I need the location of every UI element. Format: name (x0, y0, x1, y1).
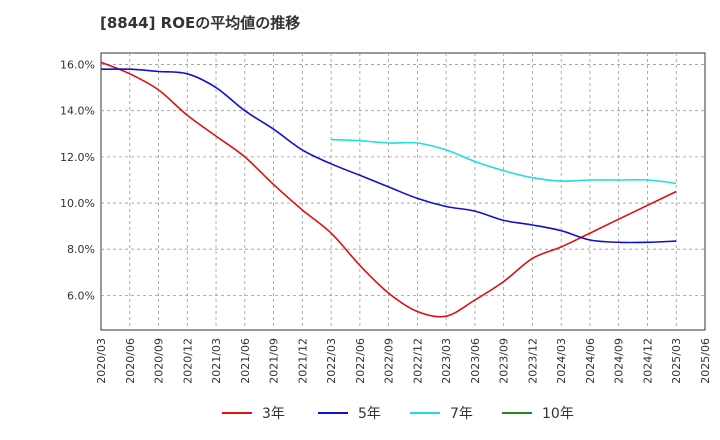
grid-lines (101, 53, 705, 330)
x-tick-label: 2024/06 (584, 338, 597, 384)
x-tick-label: 2021/09 (268, 338, 281, 384)
x-tick-label: 2022/12 (411, 338, 424, 384)
x-tick-label: 2023/06 (469, 338, 482, 384)
x-tick-label: 2020/12 (181, 338, 194, 384)
y-tick-label: 6.0% (67, 289, 95, 302)
y-tick-label: 12.0% (60, 151, 95, 164)
legend-label-3y: 3年 (262, 406, 285, 422)
x-axis-ticks: 2020/03 2020/06 2020/09 2020/12 2021/03 2021/… (95, 338, 712, 384)
legend: 3年 5年 7年 10年 (222, 406, 574, 422)
plot-area (100, 52, 706, 331)
y-tick-label: 10.0% (60, 197, 95, 210)
x-tick-label: 2020/06 (124, 338, 137, 384)
x-tick-label: 2020/09 (153, 338, 166, 384)
x-tick-label: 2022/06 (354, 338, 367, 384)
legend-label-5y: 5年 (358, 406, 381, 422)
x-tick-label: 2023/12 (526, 338, 539, 384)
y-tick-label: 16.0% (60, 59, 95, 72)
series-lines (101, 61, 677, 318)
x-tick-label: 2021/06 (239, 338, 252, 384)
x-tick-label: 2024/09 (613, 338, 626, 384)
series-line-7y (331, 138, 677, 185)
x-tick-label: 2021/12 (296, 338, 309, 384)
y-tick-label: 8.0% (67, 243, 95, 256)
x-tick-label: 2024/12 (641, 338, 654, 384)
y-axis-ticks: 6.0% 8.0% 10.0% 12.0% 14.0% 16.0% (60, 59, 95, 303)
x-tick-label: 2023/09 (498, 338, 511, 384)
x-tick-label: 2022/09 (383, 338, 396, 384)
x-tick-label: 2024/03 (555, 338, 568, 384)
x-tick-label: 2022/03 (325, 338, 338, 384)
x-tick-label: 2020/03 (95, 338, 108, 384)
legend-label-10y: 10年 (542, 406, 574, 422)
x-tick-label: 2025/03 (670, 338, 683, 384)
legend-label-7y: 7年 (450, 406, 473, 422)
x-tick-label: 2023/03 (440, 338, 453, 384)
y-tick-label: 14.0% (60, 105, 95, 118)
series-line-5y (101, 68, 677, 244)
chart-title: [8844] ROEの平均値の推移 (100, 14, 301, 32)
x-tick-label: 2021/03 (210, 338, 223, 384)
x-tick-label: 2025/06 (699, 338, 712, 384)
